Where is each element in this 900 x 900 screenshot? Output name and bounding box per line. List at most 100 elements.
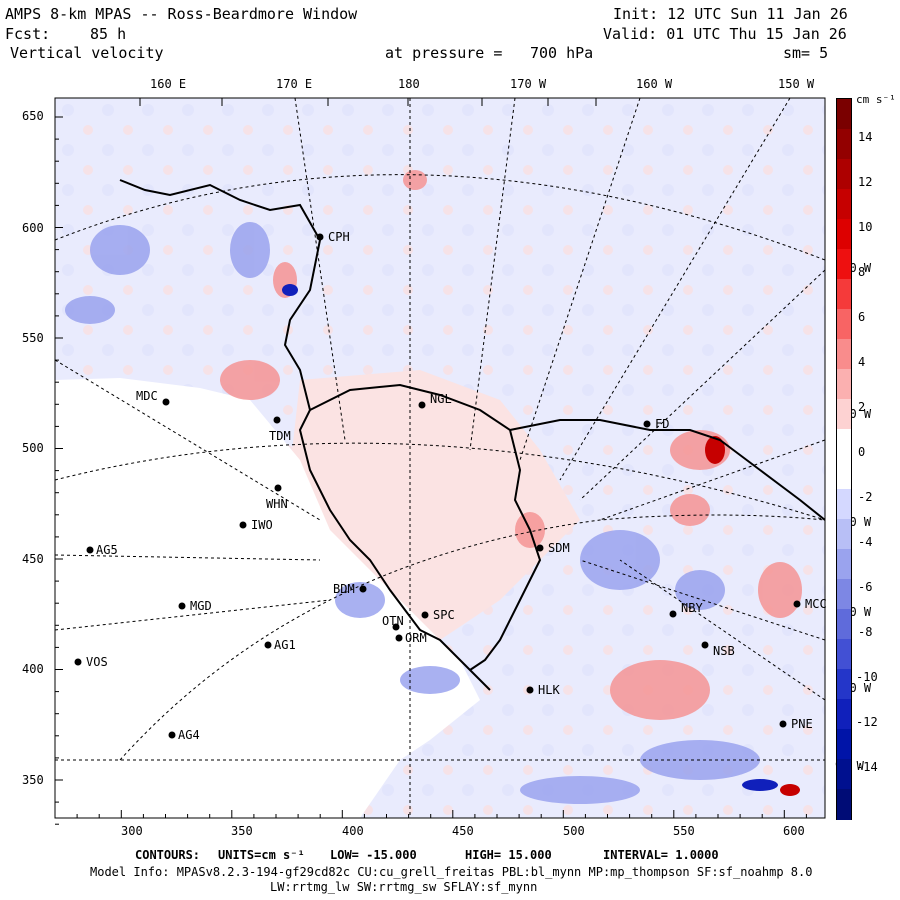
station-dot: [643, 420, 651, 428]
colorbar-label: -4: [858, 535, 873, 549]
station-dot: [701, 641, 709, 649]
pressure-value: 700 hPa: [530, 44, 594, 62]
top-lon-label: 160 W: [636, 77, 673, 91]
coastline-west: [119, 179, 491, 691]
colorbar-segment: [837, 639, 851, 670]
bottom-tick-label: 300: [121, 824, 143, 838]
colorbar-segment: [837, 369, 851, 400]
bottom-tick-label: 450: [452, 824, 474, 838]
colorbar-segment: [837, 669, 851, 700]
station-label: CPH: [328, 230, 350, 244]
colorbar-label: -6: [858, 580, 873, 594]
graticule: [55, 98, 825, 818]
station-label: MCC: [805, 597, 827, 611]
colorbar-segment: [837, 549, 851, 580]
bottom-tick-label: 400: [342, 824, 364, 838]
station-dot: [421, 611, 429, 619]
forecast-hours: 85 h: [90, 25, 127, 43]
colorbar-segment: [837, 519, 851, 550]
station-dot: [86, 546, 94, 554]
colorbar-label: 8: [858, 265, 866, 279]
station-label: AG1: [274, 638, 296, 652]
station-dot: [359, 585, 367, 593]
colorbar-label: 2: [858, 400, 866, 414]
station-label: SPC: [433, 608, 455, 622]
colorbar-segment: [837, 279, 851, 310]
downward-motion-patches: [65, 222, 760, 804]
station-dot: [316, 233, 324, 241]
station-label: OTN: [382, 614, 404, 628]
init-time: Init: 12 UTC Sun 11 Jan 26: [613, 5, 848, 23]
colorbar-segment: [837, 609, 851, 640]
colorbar-segment: [837, 579, 851, 610]
station-dot: [274, 484, 282, 492]
station-label: MGD: [190, 599, 212, 613]
colorbar-label: 0: [858, 445, 866, 459]
station-dot: [526, 686, 534, 694]
colorbar-segment: [837, 129, 851, 160]
station-label: VOS: [86, 655, 108, 669]
ice-shelf-front: [309, 383, 542, 671]
left-tick-label: 350: [22, 773, 44, 787]
colorbar-label: 14: [858, 130, 873, 144]
station-dot: [669, 610, 677, 618]
colorbar-label: 6: [858, 310, 866, 324]
colorbar-segment: [837, 489, 851, 520]
colorbar-label: -2: [858, 490, 873, 504]
left-tick-label: 600: [22, 221, 44, 235]
station-dot: [793, 600, 801, 608]
colorbar-label: -10: [856, 670, 878, 684]
colorbar-segment: [837, 339, 851, 370]
forecast-label: Fcst:: [5, 25, 51, 43]
station-label: MDC: [136, 389, 158, 403]
colorbar-segment: [837, 729, 851, 760]
interval-value: INTERVAL= 1.0000: [603, 848, 719, 862]
field-name: Vertical velocity: [10, 44, 164, 62]
station-dot: [239, 521, 247, 529]
strong-downdraft-cores: [282, 284, 778, 791]
coastline-east: [509, 419, 825, 521]
bottom-tick-label: 350: [231, 824, 253, 838]
model-info: Model Info: MPASv8.2.3-194-gf29cd82c CU:…: [90, 865, 813, 879]
bottom-tick-label: 600: [783, 824, 805, 838]
left-tick-label: 500: [22, 441, 44, 455]
bottom-tick-label: 550: [673, 824, 695, 838]
colorbar-segment: [837, 699, 851, 730]
station-dot: [273, 416, 281, 424]
axis-ticks: [54, 98, 807, 825]
colorbar-segment: [837, 309, 851, 340]
contours-label: CONTOURS:: [135, 848, 201, 862]
station-dot: [168, 731, 176, 739]
colorbar-label: 10: [858, 220, 873, 234]
colorbar-label: 12: [858, 175, 873, 189]
station-label: TDM: [269, 429, 291, 443]
colorbar-segment: [837, 189, 851, 220]
colorbar-segment: [837, 159, 851, 190]
left-tick-label: 450: [22, 552, 44, 566]
station-label: NGL: [430, 392, 452, 406]
station-label: HLK: [538, 683, 560, 697]
units-label: UNITS=cm s⁻¹: [218, 848, 305, 862]
station-label: IWO: [251, 518, 273, 532]
colorbar-units: cm s⁻¹: [856, 93, 896, 106]
station-dot: [178, 602, 186, 610]
pressure-label: at pressure =: [385, 44, 503, 62]
station-label: AG4: [178, 728, 200, 742]
high-value: HIGH= 15.000: [465, 848, 552, 862]
low-value: LOW= -15.000: [330, 848, 417, 862]
strong-updraft-cores: [705, 436, 800, 796]
station-label: WHN: [266, 497, 288, 511]
station-label: FD: [655, 417, 670, 431]
upward-motion-patches: [220, 170, 802, 720]
top-lon-label: 160 E: [150, 77, 187, 91]
station-label: AG5: [96, 543, 118, 557]
map-frame: [54, 97, 826, 819]
station-dot: [779, 720, 787, 728]
colorbar-segment: [837, 219, 851, 250]
colorbar-label: -14: [856, 760, 878, 774]
station-dot: [392, 623, 400, 631]
model-title: AMPS 8-km MPAS -- Ross-Beardmore Window: [5, 5, 358, 23]
left-tick-label: 400: [22, 662, 44, 676]
station-label: PNE: [791, 717, 813, 731]
